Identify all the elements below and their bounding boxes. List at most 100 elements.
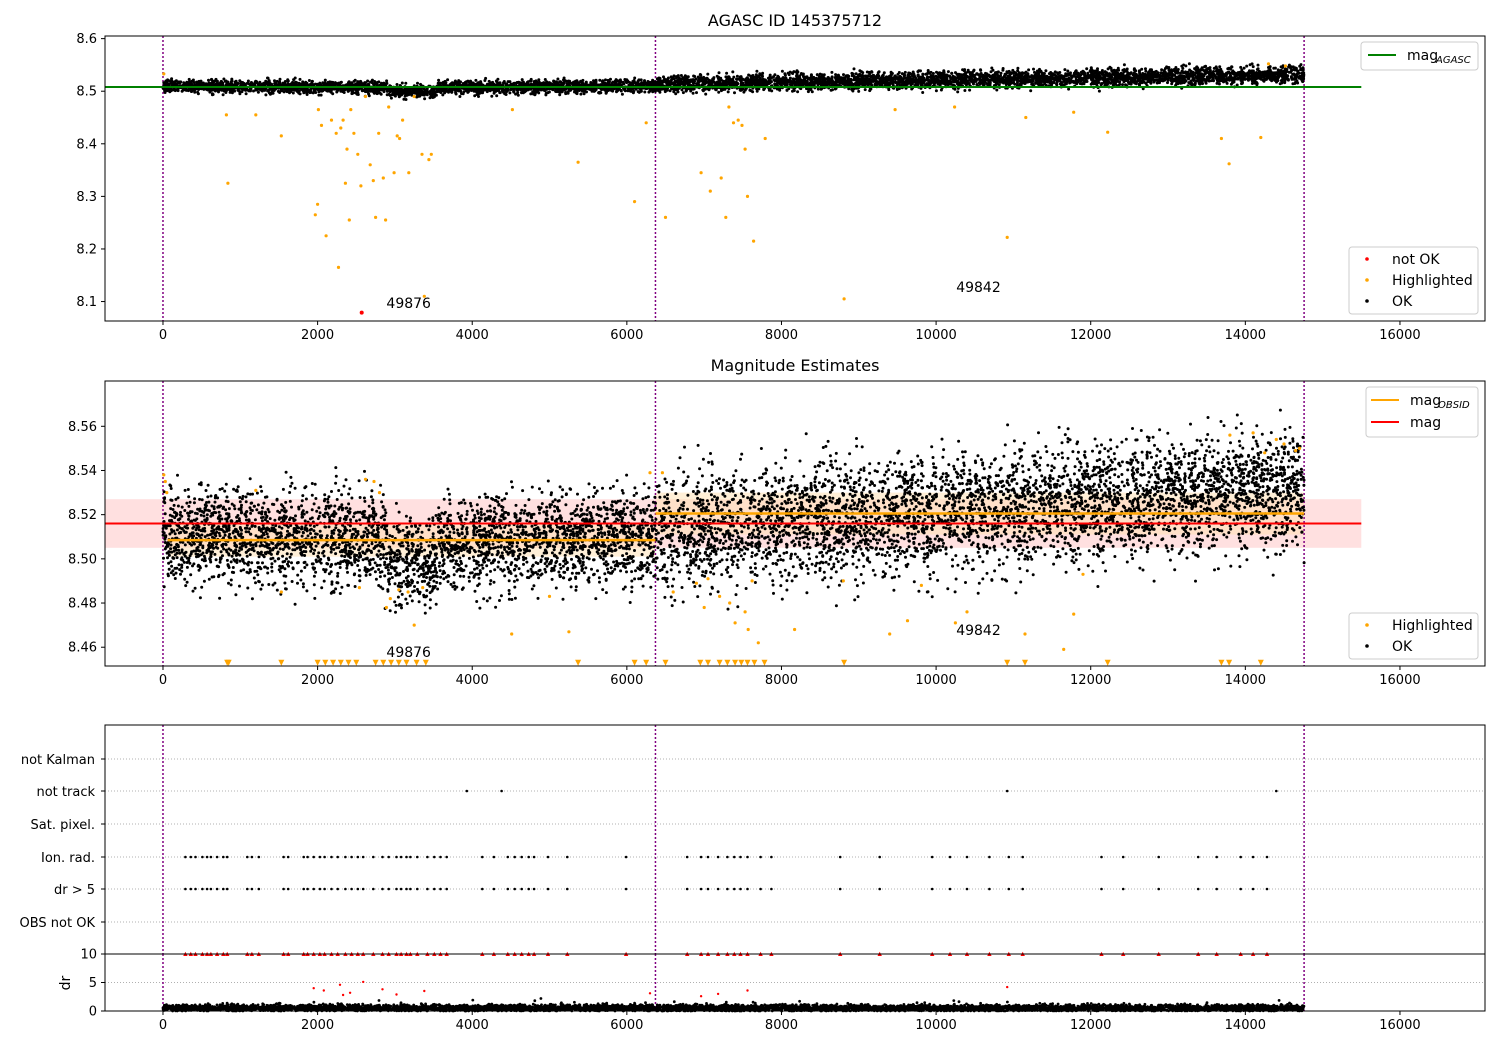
ok-point <box>950 71 954 75</box>
ok-point <box>990 66 994 70</box>
ok-point <box>404 81 408 85</box>
ok-point <box>1122 63 1126 67</box>
ok-point <box>363 83 367 87</box>
ok-point <box>1044 69 1048 73</box>
ok-point <box>458 95 462 98</box>
ok-point <box>221 93 225 97</box>
ok-point <box>755 69 759 73</box>
ok-point <box>681 91 685 95</box>
ok-point <box>389 96 393 100</box>
ok-point <box>246 82 250 85</box>
ok-point <box>963 89 967 92</box>
ok-point <box>437 90 441 93</box>
ok-point <box>372 83 376 87</box>
ok-point <box>518 81 521 85</box>
ok-point <box>395 83 399 86</box>
ok-point <box>647 90 651 94</box>
ok-point <box>599 91 603 95</box>
ok-point <box>1196 66 1200 70</box>
ok-point <box>331 92 335 96</box>
ok-point <box>1160 68 1164 72</box>
ok-point <box>580 88 584 92</box>
ok-point <box>441 93 445 97</box>
ok-point <box>547 90 551 94</box>
ok-point <box>375 81 379 85</box>
ok-point <box>382 82 386 86</box>
ok-point <box>573 90 576 94</box>
ok-point <box>1032 67 1035 71</box>
ok-point <box>339 80 343 84</box>
ok-point <box>927 79 931 83</box>
ok-point <box>416 93 420 97</box>
ok-point <box>691 91 695 95</box>
ok-point <box>979 68 982 72</box>
ok-point <box>956 90 960 94</box>
ok-point <box>230 82 234 86</box>
ok-point <box>378 87 382 91</box>
ok-point <box>643 90 647 94</box>
ok-point <box>457 79 461 83</box>
ok-point <box>286 78 290 82</box>
ok-point <box>717 90 721 94</box>
ok-point <box>926 69 930 72</box>
ok-point <box>425 89 429 93</box>
ok-point <box>1066 69 1070 73</box>
ok-point <box>350 92 354 96</box>
ok-point <box>402 90 406 94</box>
ok-point <box>190 79 194 83</box>
ok-point <box>172 88 176 92</box>
ok-point <box>735 74 739 78</box>
ok-point <box>555 90 559 94</box>
ok-point <box>184 88 188 92</box>
ok-point <box>264 93 268 97</box>
ok-point <box>397 95 401 99</box>
ok-point <box>598 78 602 82</box>
ok-point <box>643 80 647 84</box>
ok-point <box>615 83 619 86</box>
ok-point <box>1016 66 1020 70</box>
ok-point <box>533 92 537 96</box>
ok-point <box>747 73 751 77</box>
ok-point <box>579 92 583 96</box>
ok-point <box>628 87 632 91</box>
ok-point <box>448 83 452 87</box>
ok-point <box>169 89 173 93</box>
ok-point <box>585 90 588 94</box>
ok-point <box>476 81 480 85</box>
ok-point <box>352 79 356 83</box>
ok-point <box>1058 82 1062 86</box>
ok-point <box>310 79 314 83</box>
ok-point <box>1272 66 1276 70</box>
ok-point <box>636 90 640 94</box>
ok-point <box>210 82 214 86</box>
ok-point <box>454 91 458 95</box>
ok-point <box>492 91 496 95</box>
ok-point <box>609 77 612 81</box>
ok-point <box>1181 66 1185 70</box>
ok-point <box>1250 62 1254 66</box>
ok-point <box>558 93 562 97</box>
ok-point <box>620 92 624 96</box>
ok-point <box>420 91 424 95</box>
ok-point <box>428 96 432 100</box>
ok-point <box>267 88 271 92</box>
ok-point <box>528 83 532 87</box>
ok-point <box>312 87 316 91</box>
ok-point <box>1024 70 1028 74</box>
ok-point <box>437 78 441 82</box>
ok-point <box>516 93 520 97</box>
ok-point <box>450 90 454 94</box>
ok-point <box>456 88 460 92</box>
ok-point <box>1132 68 1136 72</box>
ok-point <box>539 88 543 92</box>
ok-point <box>403 94 407 98</box>
ok-point <box>372 91 376 95</box>
ok-point <box>514 92 518 96</box>
ok-point <box>525 83 529 86</box>
ok-point <box>564 91 568 95</box>
ok-point <box>672 74 676 78</box>
ok-point <box>532 80 536 83</box>
ok-point <box>204 82 208 86</box>
ok-point <box>266 76 269 80</box>
